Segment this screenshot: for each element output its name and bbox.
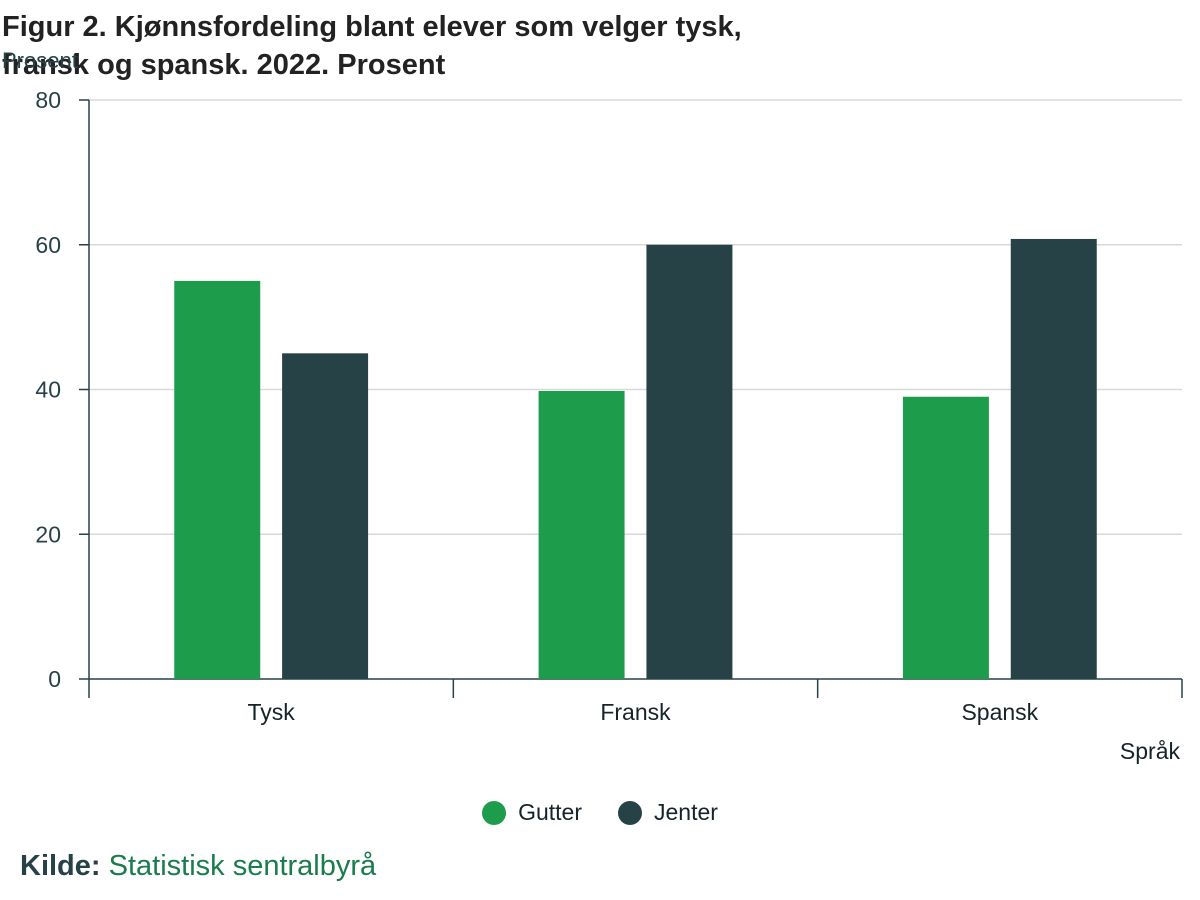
legend-marker-jenter	[617, 800, 642, 825]
legend-item-jenter[interactable]: Jenter	[617, 799, 718, 826]
y-tick-label: 40	[35, 377, 61, 403]
source-note: Kilde: Statistisk sentralbyrå	[20, 850, 376, 883]
chart-title-line-2: fransk og spansk. 2022. Prosent	[2, 49, 446, 81]
y-tick-label: 0	[48, 666, 61, 692]
bar-gutter-tysk	[174, 280, 261, 679]
bar-chart: 0 20 40 60 80 Tysk Fransk Spansk	[35, 87, 1183, 725]
bar-jenter-fransk	[646, 244, 733, 679]
x-category-label: Fransk	[600, 699, 671, 725]
legend-label-gutter: Gutter	[518, 799, 582, 825]
y-tick-label: 20	[35, 521, 61, 547]
chart-title: Figur 2. Kjønnsfordeling blant elever so…	[2, 8, 882, 84]
y-tick-label: 80	[35, 87, 61, 113]
x-category-label: Spansk	[961, 699, 1038, 725]
legend-label-jenter: Jenter	[653, 799, 718, 825]
legend-item-gutter[interactable]: Gutter	[482, 799, 582, 826]
bar-jenter-tysk	[282, 353, 369, 679]
legend-marker-gutter	[482, 800, 507, 825]
y-tick-label: 60	[35, 232, 61, 258]
y-axis-title: Prosent	[2, 48, 78, 73]
chart-title-line-1: Figur 2. Kjønnsfordeling blant elever so…	[2, 11, 742, 43]
source-label: Kilde:	[20, 850, 101, 882]
bar-jenter-spansk	[1010, 238, 1097, 679]
x-category-label: Tysk	[248, 699, 296, 725]
source-link[interactable]: Statistisk sentralbyrå	[108, 850, 377, 882]
bar-gutter-spansk	[902, 396, 989, 679]
x-axis-title: Språk	[1119, 738, 1180, 764]
bar-gutter-fransk	[538, 390, 625, 679]
legend: Gutter Jenter	[0, 799, 1200, 826]
